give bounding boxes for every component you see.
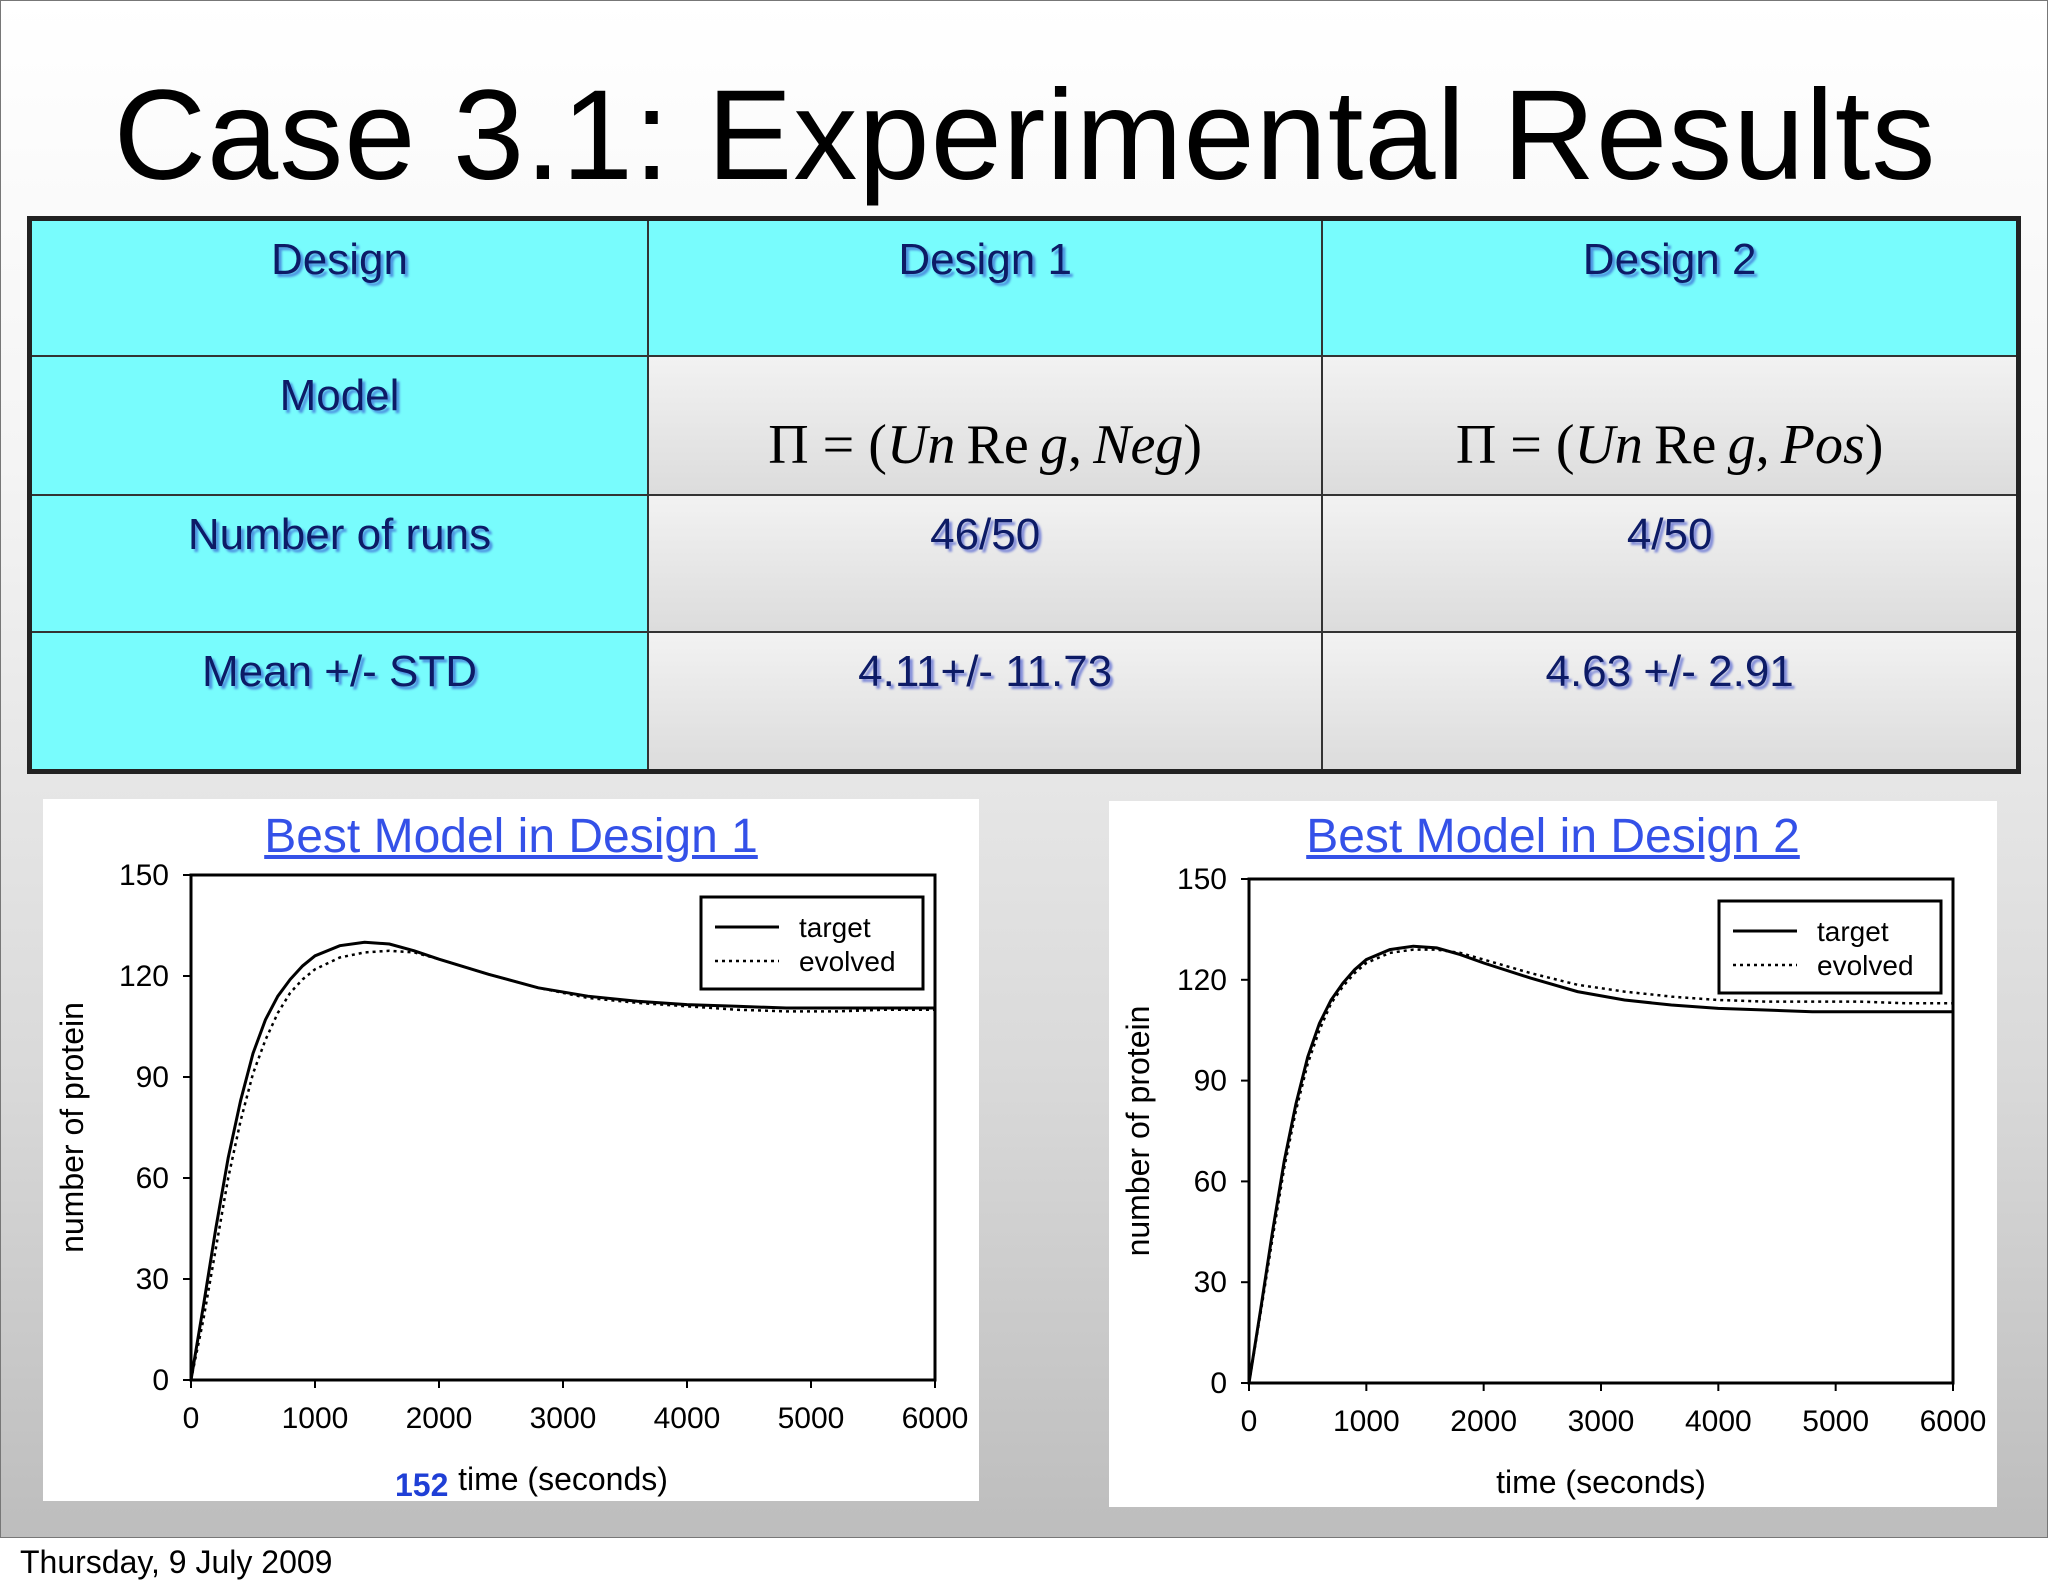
- design1-runs: 46/50: [647, 493, 1324, 634]
- legend-label-target: target: [1817, 916, 1889, 947]
- design1-mean-std: 4.11+/- 11.73: [647, 631, 1324, 773]
- x-tick-label: 1000: [282, 1402, 349, 1435]
- y-tick-label: 0: [152, 1364, 169, 1397]
- row-label-model: Model: [28, 354, 650, 496]
- x-tick-label: 0: [183, 1402, 200, 1435]
- y-tick-label: 150: [1177, 863, 1227, 896]
- results-table: Design Design 1 Design 2 Model Π = (Un R…: [27, 216, 2021, 774]
- table-row: Number of runs 46/50 4/50: [28, 493, 2020, 634]
- design2-model: Π = (Un Re g, Pos): [1321, 354, 2020, 496]
- y-tick-label: 30: [136, 1263, 169, 1296]
- x-tick-label: 3000: [1568, 1405, 1635, 1438]
- y-tick-label: 0: [1210, 1367, 1227, 1400]
- x-tick-label: 0: [1241, 1405, 1258, 1438]
- y-tick-label: 90: [1194, 1065, 1227, 1098]
- table-row: Mean +/- STD 4.11+/- 11.73 4.63 +/- 2.91: [28, 631, 2020, 773]
- legend-box: [699, 895, 925, 991]
- design2-header: Design 2: [1321, 217, 2020, 357]
- y-tick-label: 60: [136, 1162, 169, 1195]
- x-tick-label: 5000: [1802, 1405, 1869, 1438]
- row-label-mean: Mean +/- STD: [28, 631, 650, 773]
- y-tick-label: 120: [1177, 964, 1227, 997]
- legend-label-evolved: evolved: [799, 946, 896, 977]
- y-tick-label: 30: [1194, 1266, 1227, 1299]
- design1-model: Π = (Un Re g, Neg): [647, 354, 1324, 496]
- x-tick-label: 4000: [1685, 1405, 1752, 1438]
- series-line-target: [1247, 944, 1953, 1384]
- chart-design1: 0 30 60 90 120 150 0 1000 2000 3000 4000 5000 6000 ti…: [54, 859, 969, 1497]
- legend-label-evolved: evolved: [1817, 950, 1914, 981]
- table-row: Design Design 1 Design 2: [28, 217, 2020, 357]
- design2-model-formula: Π = (Un Re g, Pos): [1455, 413, 1884, 476]
- slide: Case 3.1: Experimental Results Design De…: [0, 0, 2048, 1538]
- legend-box: [1717, 899, 1943, 995]
- row-label-runs: Number of runs: [28, 493, 650, 634]
- x-tick-label: 6000: [902, 1402, 969, 1435]
- chart-panel-design2: Best Model in Design 2 0 30 60 90 120 150 0 100…: [1109, 801, 1997, 1507]
- y-tick-label: 90: [136, 1061, 169, 1094]
- chart-title: Best Model in Design 1: [264, 810, 758, 863]
- series-line-target: [189, 940, 935, 1381]
- chart-design2: 0 30 60 90 120 150 0 1000 2000 3000 4000 5000 6000 ti…: [1120, 863, 1987, 1500]
- design2-runs: 4/50: [1321, 493, 2020, 634]
- chart-panel-design1: Best Model in Design 1 0 30 60 90 120 150 0 100…: [43, 799, 979, 1501]
- y-axis-label: number of protein: [54, 1002, 90, 1253]
- x-tick-label: 2000: [1450, 1405, 1517, 1438]
- slide-title: Case 3.1: Experimental Results: [113, 64, 1937, 207]
- design2-mean-std: 4.63 +/- 2.91: [1321, 631, 2020, 773]
- x-tick-label: 6000: [1920, 1405, 1987, 1438]
- series-line-evolved: [189, 949, 935, 1381]
- x-axis-label: time (seconds): [1496, 1464, 1706, 1500]
- chart-title: Best Model in Design 2: [1306, 810, 1800, 863]
- y-tick-label: 120: [119, 960, 169, 993]
- legend-label-target: target: [799, 912, 871, 943]
- y-tick-label: 60: [1194, 1165, 1227, 1198]
- y-tick-label: 150: [119, 859, 169, 892]
- date-label: Thursday, 9 July 2009: [20, 1544, 333, 1580]
- row-label-design: Design: [28, 217, 650, 357]
- x-tick-label: 1000: [1333, 1405, 1400, 1438]
- y-axis-label: number of protein: [1120, 1006, 1156, 1257]
- x-tick-label: 4000: [654, 1402, 721, 1435]
- table-row: Model Π = (Un Re g, Neg) Π = (Un Re g, P…: [28, 354, 2020, 496]
- design1-model-formula: Π = (Un Re g, Neg): [768, 413, 1203, 476]
- x-tick-label: 2000: [406, 1402, 473, 1435]
- x-axis-label: time (seconds): [458, 1461, 668, 1497]
- design1-header: Design 1: [647, 217, 1324, 357]
- x-tick-label: 5000: [778, 1402, 845, 1435]
- x-tick-label: 3000: [530, 1402, 597, 1435]
- slide-number: 152: [395, 1467, 449, 1503]
- series-line-evolved: [1247, 948, 1953, 1384]
